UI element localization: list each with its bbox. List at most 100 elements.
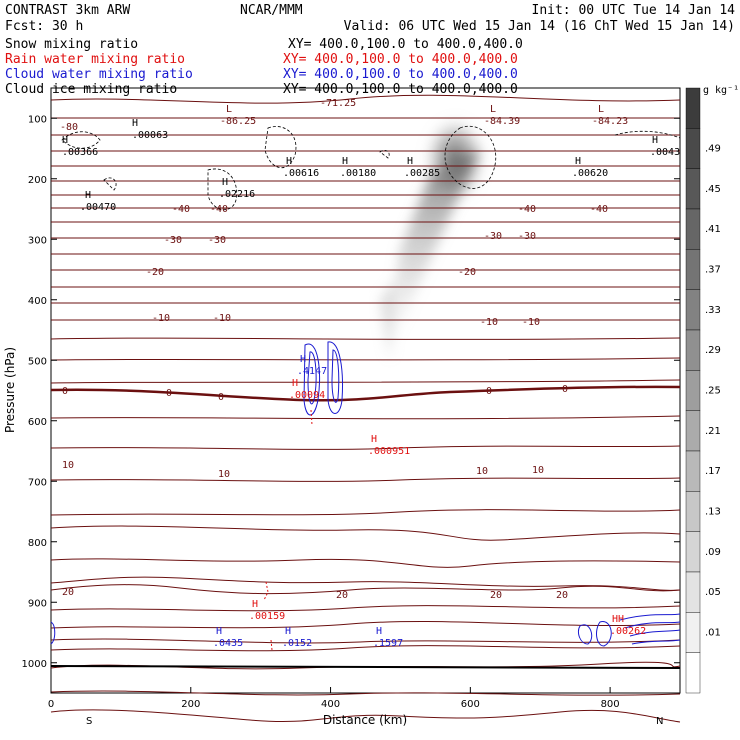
colorbar-band	[685, 571, 701, 613]
cloud-water-contour	[631, 639, 681, 645]
rain-contour	[270, 639, 273, 651]
colorbar-band	[685, 329, 701, 371]
contour-labels: -71.25 -80 -40 -40 -40 -40 -30 -30 -30 -…	[60, 98, 608, 601]
high-marker: H	[62, 135, 68, 146]
extrema-value: .000951	[368, 446, 410, 457]
lower-contours	[50, 558, 681, 591]
contour-line	[50, 576, 681, 591]
high-marker: H	[85, 190, 91, 201]
colorbar-band	[685, 168, 701, 210]
colorbar-tick-label: .09	[705, 547, 721, 558]
colorbar-tick-label: .37	[705, 265, 721, 276]
y-tick-label: 400	[28, 296, 47, 307]
high-marker: H	[286, 156, 292, 167]
y-tick-label: 600	[28, 417, 47, 428]
colorbar: .49 .45 .41 .37 .33 .29 .25 .21 .17 .13 .09 .05 .01	[685, 87, 721, 694]
colorbar-band	[685, 612, 701, 653]
cloud-water-contour	[50, 621, 56, 645]
contour-label: -10	[152, 313, 170, 324]
x-end-left: S	[86, 716, 92, 727]
y-tick-label: 900	[28, 598, 47, 609]
cloud-water-contours	[50, 341, 681, 647]
ground-line	[50, 665, 681, 669]
freezing-level-contour	[50, 385, 681, 402]
colorbar-tick-label: .41	[705, 224, 721, 235]
colorbar-band	[685, 450, 701, 492]
x-axis: 0 200 400 600 800	[48, 687, 620, 710]
cloud-water-contour	[303, 343, 320, 416]
y-tick-label: 800	[28, 538, 47, 549]
extrema-value: .0435	[213, 638, 243, 649]
contour-line	[50, 690, 681, 696]
colorbar-band	[685, 87, 701, 129]
legend-cloud-water-xy: XY= 400.0,100.0 to 400.0,400.0	[283, 67, 518, 82]
contour-label: -30	[484, 231, 502, 242]
legend-snow-xy: XY= 400.0,100.0 to 400.0,400.0	[288, 37, 523, 52]
contour-line	[50, 709, 681, 723]
cloud-water-contour	[629, 629, 681, 637]
high-marker: H	[216, 626, 222, 637]
contour-label: 0	[62, 386, 68, 397]
extrema-value: .0152	[282, 638, 312, 649]
contour-line	[50, 415, 681, 420]
contour-label: 20	[556, 590, 568, 601]
low-marker: L	[598, 104, 604, 115]
extrema-value: .4147	[297, 366, 327, 377]
cloud-water-contour	[307, 351, 317, 405]
high-marker: H	[300, 354, 306, 365]
extrema-value: -84.39	[484, 116, 520, 127]
extrema-value: .00262	[610, 626, 646, 637]
high-marker: H	[652, 135, 658, 146]
contour-line	[50, 558, 681, 568]
cloud-water-contour	[596, 621, 612, 647]
extrema-value: .00616	[283, 168, 319, 179]
extrema-value: .00620	[572, 168, 608, 179]
y-tick-label: 700	[28, 477, 47, 488]
legend-cloud-water: Cloud water mixing ratio	[5, 67, 193, 82]
contour-label: -30	[518, 231, 536, 242]
contour-label: -20	[146, 267, 164, 278]
colorbar-tick-label: .17	[705, 466, 721, 477]
colorbar-tick-label: .45	[705, 184, 721, 195]
contour-label: 10	[62, 460, 74, 471]
x-tick-label: 0	[48, 699, 54, 710]
extrema-value: .00159	[249, 611, 285, 622]
y-tick-label: 200	[28, 175, 47, 186]
cloud-water-contour	[577, 624, 593, 645]
cloud-water-contour	[619, 613, 681, 621]
contour-label: -80	[60, 122, 78, 133]
y-tick-label: 300	[28, 235, 47, 246]
colorbar-tick-label: .05	[705, 587, 721, 598]
colorbar-tick-label: .33	[705, 305, 721, 316]
contour-line	[50, 379, 681, 384]
contour-line	[50, 620, 681, 629]
ice-contour	[444, 125, 497, 189]
extrema-value: -84.23	[592, 116, 628, 127]
contour-label: 0	[166, 388, 172, 399]
ice-contour	[103, 177, 117, 191]
extrema-value: .00180	[340, 168, 376, 179]
contour-label: -40	[210, 204, 228, 215]
colorbar-band	[685, 491, 701, 532]
contour-line	[50, 477, 681, 482]
temperature-contours	[50, 94, 681, 723]
header-valid: Valid: 06 UTC Wed 15 Jan 14 (16 ChT Wed …	[344, 19, 735, 34]
colorbar-band	[685, 531, 701, 573]
high-marker: H	[285, 626, 291, 637]
colorbar-tick-label: .49	[705, 144, 721, 155]
low-marker: L	[490, 104, 496, 115]
contour-label: -20	[458, 267, 476, 278]
colorbar-band	[685, 410, 701, 452]
contour-label: 0	[562, 384, 568, 395]
contour-line	[50, 605, 681, 612]
extrema-value: .00470	[80, 202, 116, 213]
high-marker: H	[132, 118, 138, 129]
extrema-labels: H .00366 H .00063 H .00470 H .02216 H .0…	[62, 104, 680, 649]
high-marker: H	[575, 156, 581, 167]
plume-tail	[385, 150, 480, 350]
high-marker: H	[292, 378, 298, 389]
contour-label: 20	[490, 590, 502, 601]
ice-contour	[614, 130, 681, 139]
x-tick-label: 800	[601, 699, 620, 710]
